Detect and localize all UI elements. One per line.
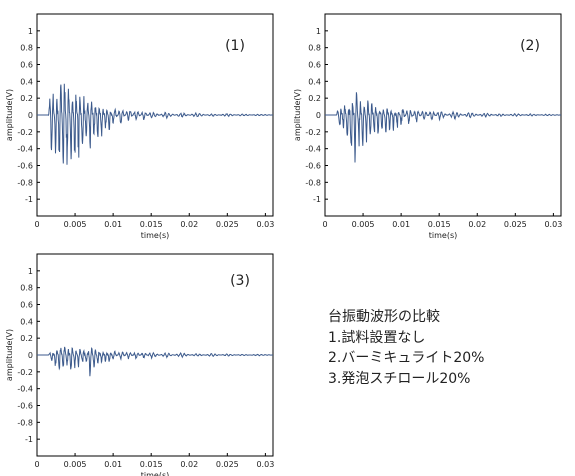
caption-line-2: 2.バーミキュライト20% (328, 350, 485, 366)
x-tick-label: 0.015 (140, 460, 163, 469)
y-tick-label: -0.8 (305, 178, 321, 187)
y-tick-label: 1 (28, 27, 33, 36)
waveform-series-2 (325, 92, 561, 163)
y-tick-label: 0.8 (308, 44, 321, 53)
comparison-caption: 台振動波形の比較 1.試料設置なし 2.バーミキュライト20% 3.発泡スチロー… (328, 307, 568, 389)
y-tick-label: -1 (313, 195, 321, 204)
y-tick-label: 1 (316, 27, 321, 36)
y-tick-label: 0.8 (20, 284, 33, 293)
x-tick-label: 0.015 (140, 220, 163, 229)
x-tick-label: 0.005 (64, 460, 87, 469)
y-tick-label: -0.8 (17, 178, 33, 187)
y-tick-label: -0.6 (17, 162, 33, 171)
waveform-series-1 (37, 83, 273, 165)
y-tick-label: 0.2 (308, 94, 321, 103)
y-tick-label: 0.8 (20, 44, 33, 53)
y-tick-label: 1 (28, 267, 33, 276)
panel-label: (1) (225, 38, 245, 54)
x-tick-label: 0.02 (468, 220, 486, 229)
y-tick-label: 0 (28, 111, 33, 120)
waveform-series-3 (37, 346, 273, 377)
x-tick-label: 0.025 (216, 460, 239, 469)
caption-line-3: 3.発泡スチロール20% (328, 370, 471, 387)
y-tick-label: -0.2 (17, 128, 33, 137)
y-tick-label: -0.2 (17, 368, 33, 377)
y-tick-label: 0.2 (20, 334, 33, 343)
x-tick-label: 0.03 (544, 220, 562, 229)
x-tick-label: 0.03 (256, 460, 274, 469)
y-axis-label: amplitude(V) (5, 329, 14, 381)
x-tick-label: 0.025 (504, 220, 527, 229)
y-tick-label: 0.2 (20, 94, 33, 103)
x-axis-label: time(s) (141, 231, 169, 240)
x-tick-label: 0 (322, 220, 327, 229)
x-tick-label: 0.02 (180, 460, 198, 469)
y-tick-label: -0.4 (305, 145, 321, 154)
x-tick-label: 0.005 (352, 220, 375, 229)
caption-line-1: 1.試料設置なし (328, 329, 426, 346)
x-tick-label: 0.01 (104, 220, 122, 229)
y-tick-label: -0.2 (305, 128, 321, 137)
y-tick-label: 0.4 (20, 317, 33, 326)
x-tick-label: 0.01 (392, 220, 410, 229)
x-tick-label: 0.03 (256, 220, 274, 229)
panel-label: (3) (230, 273, 250, 289)
y-tick-label: -0.4 (17, 145, 33, 154)
x-axis-label: time(s) (141, 471, 169, 476)
y-tick-label: 0.4 (308, 77, 321, 86)
y-tick-label: -0.8 (17, 418, 33, 427)
x-tick-label: 0 (34, 220, 39, 229)
x-tick-label: 0.01 (104, 460, 122, 469)
panel-label: (2) (520, 38, 540, 54)
x-tick-label: 0 (34, 460, 39, 469)
x-tick-label: 0.02 (180, 220, 198, 229)
y-axis-label: amplitude(V) (5, 89, 14, 141)
caption-title: 台振動波形の比較 (328, 309, 440, 325)
y-tick-label: 0 (28, 351, 33, 360)
x-axis-label: time(s) (429, 231, 457, 240)
x-tick-label: 0.025 (216, 220, 239, 229)
y-tick-label: -0.6 (305, 162, 321, 171)
y-tick-label: 0.6 (20, 301, 33, 310)
y-tick-label: 0 (316, 111, 321, 120)
y-tick-label: -1 (25, 435, 33, 444)
y-tick-label: -0.4 (17, 385, 33, 394)
x-tick-label: 0.005 (64, 220, 87, 229)
y-tick-label: 0.4 (20, 77, 33, 86)
y-tick-label: 0.6 (20, 61, 33, 70)
y-tick-label: -0.6 (17, 402, 33, 411)
y-axis-label: amplitude(V) (293, 89, 302, 141)
x-tick-label: 0.015 (428, 220, 451, 229)
y-tick-label: 0.6 (308, 61, 321, 70)
y-tick-label: -1 (25, 195, 33, 204)
